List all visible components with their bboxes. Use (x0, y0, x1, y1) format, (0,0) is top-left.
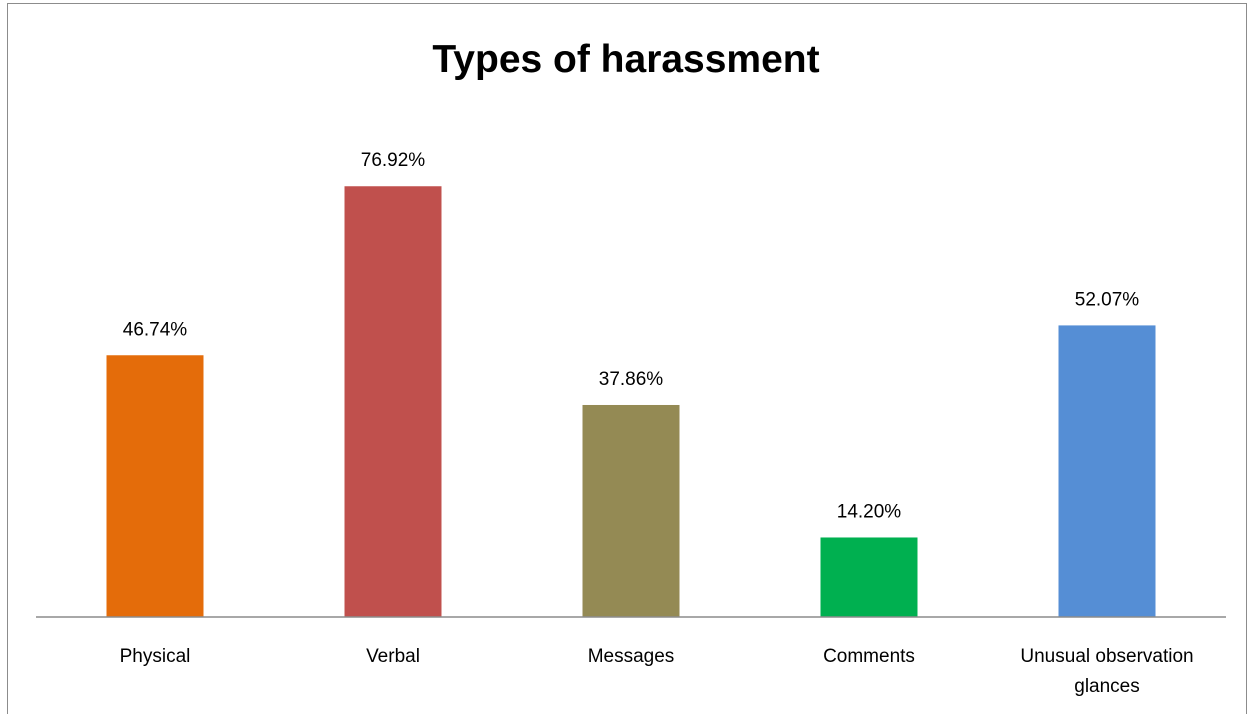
category-label-verbal: Verbal (366, 646, 420, 667)
bar-comments (820, 537, 918, 617)
labels-group: 46.74% Physical 76.92% Verbal 37.86% Messages… (120, 150, 1194, 697)
category-label-line: Comments (823, 646, 915, 667)
bar-verbal (344, 186, 442, 618)
data-label-unusual-observation-glances: 52.07% (1075, 289, 1140, 310)
category-label-line: glances (1074, 676, 1140, 697)
data-label-physical: 46.74% (123, 319, 188, 340)
data-label-comments: 14.20% (837, 501, 902, 522)
bar-messages (582, 404, 680, 617)
data-label-verbal: 76.92% (361, 150, 426, 171)
category-label-line: Physical (120, 646, 191, 667)
category-label-line: Messages (588, 646, 675, 667)
bar-physical (106, 355, 204, 617)
chart-title: Types of harassment (432, 38, 820, 81)
category-label-unusual-observation-glances: Unusual observation glances (1020, 646, 1193, 697)
bars-group (106, 186, 1156, 618)
bar-unusual-observation-glances (1058, 325, 1156, 617)
category-label-messages: Messages (588, 646, 675, 667)
category-label-line: Verbal (366, 646, 420, 667)
category-label-line: Unusual observation (1020, 646, 1193, 667)
category-label-physical: Physical (120, 646, 191, 667)
data-label-messages: 37.86% (599, 369, 664, 390)
category-label-comments: Comments (823, 646, 915, 667)
